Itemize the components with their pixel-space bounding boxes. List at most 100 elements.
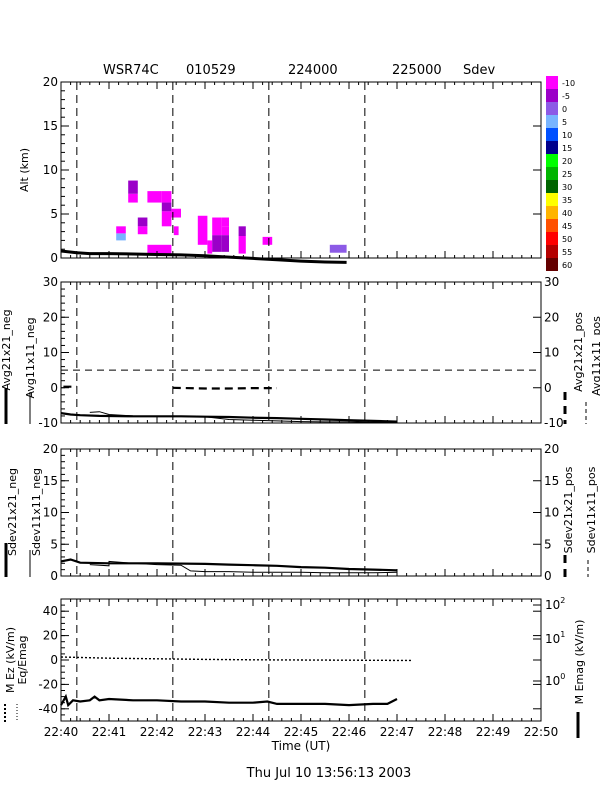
p1-ytick-label: 0: [50, 251, 58, 265]
x-tick-label: 22:41: [92, 725, 127, 739]
sdev-panel: 0 0 5 5 10 10 15 15 20 20 Sdev21x21_neg Sdev11x11…: [4, 442, 598, 583]
p1-ytick-label: 15: [43, 119, 58, 133]
p4-ytick-label: 20: [43, 629, 58, 643]
altitude-axis-label: Alt (km): [18, 148, 31, 192]
p2-ytick-label: 30: [43, 275, 58, 289]
heatmap-cell: [173, 226, 179, 236]
p1-ytick-label: 20: [43, 75, 58, 89]
legend-label: 5: [562, 118, 567, 127]
p3-ytick-label: 20: [43, 442, 58, 456]
x-tick-label: 22:49: [476, 725, 511, 739]
avg-frame: [60, 281, 542, 424]
p2-ytick-label: 20: [43, 310, 58, 324]
x-tick-label: 22:46: [332, 725, 367, 739]
heatmap-cell: [171, 208, 181, 218]
x-tick-label: 22:47: [380, 725, 415, 739]
heatmap-cell: [137, 217, 148, 227]
efield-left-label-1: M Ez (kV/m): [4, 627, 17, 693]
p4-ytick-label: 0: [50, 653, 58, 667]
p2-ytick-label-right: 20: [544, 310, 559, 324]
header-radar: WSR74C: [103, 63, 159, 78]
series-avg21x21-neg: [60, 412, 398, 423]
p2-ytick-label: 10: [43, 346, 58, 360]
x-axis-label: Time (UT): [271, 739, 331, 753]
heatmap-cell: [161, 211, 172, 227]
sdev-right-label-2: Sdev11x11_pos: [585, 466, 598, 553]
heatmap-cell: [221, 235, 229, 252]
sdev-right-label-1: Sdev21x21_pos: [562, 466, 575, 553]
p1-ytick-label: 5: [50, 207, 58, 221]
heatmap-cell: [161, 191, 172, 203]
p2-ytick-label: 0: [50, 381, 58, 395]
x-tick-label: 22:50: [524, 725, 559, 739]
efield-right-tick-label: 100: [545, 672, 565, 688]
footer-timestamp: Thu Jul 10 13:56:13 2003: [246, 766, 412, 781]
heatmap-cell: [147, 244, 172, 256]
efield-panel: -40 -20 0 20 40 102 101 100 M Ez (kV/m) Eq/Ema…: [4, 596, 586, 738]
legend-label: 55: [562, 248, 572, 257]
legend-label: 30: [562, 183, 572, 192]
header-end: 225000: [392, 63, 442, 78]
heatmap-cell: [197, 215, 208, 245]
altitude-panel: 0 5 10 15 20 Alt (km): [18, 75, 542, 265]
p2-ytick-label-right: 0: [544, 381, 552, 395]
heatmap-cell: [128, 180, 138, 194]
legend-label: 35: [562, 196, 572, 205]
p3-ytick-label-right: 10: [544, 506, 559, 520]
sdev-left-label-2: Sdev11x11_neg: [30, 468, 43, 556]
avg-panel: -10 -10 0 0 10 10 20 20 30 30 Avg21x21_neg Avg11x…: [0, 275, 600, 430]
p2-ytick-label-right: 10: [544, 346, 559, 360]
legend-swatch: [546, 128, 558, 141]
p3-ytick-label-right: 5: [544, 537, 552, 551]
series-sdev11x11-neg: [89, 560, 398, 574]
legend-swatch: [546, 154, 558, 167]
sdev-left-label-1: Sdev21x21_neg: [6, 468, 19, 556]
avg-right-label-1: Avg21x21_pos: [572, 312, 585, 392]
p3-ytick-label-right: 0: [544, 569, 552, 583]
efield-left-label-2: Eq/Emag: [16, 635, 29, 684]
series-sdev21x21-neg: [60, 558, 398, 572]
p3-ytick-label: 5: [50, 537, 58, 551]
heatmap-cell: [116, 233, 126, 241]
x-tick-label: 22:48: [428, 725, 463, 739]
avg-right-label-2: Avg11x11_pos: [590, 316, 600, 396]
heatmap-cell: [137, 226, 148, 235]
heatmap-cell: [221, 226, 229, 236]
heatmap-cell: [212, 217, 222, 236]
p1-ytick-label: 10: [43, 163, 58, 177]
heatmap-cell: [262, 236, 273, 245]
avg-left-label-1: Avg21x21_neg: [0, 309, 13, 390]
p4-ytick-label: 40: [43, 604, 58, 618]
legend-swatch: [546, 232, 558, 245]
legend-label: 25: [562, 170, 572, 179]
heatmap-cell: [212, 235, 222, 252]
sdev-frame: [60, 448, 542, 577]
series-m-ez: [60, 693, 398, 708]
x-tick-label: 22:43: [188, 725, 223, 739]
legend-swatch: [546, 102, 558, 115]
x-tick-label: 22:40: [44, 725, 79, 739]
p3-ytick-label-right: 20: [544, 442, 559, 456]
p2-ytick-label: -10: [38, 416, 58, 430]
legend-label: -5: [562, 92, 570, 101]
legend-label: 20: [562, 157, 572, 166]
efield-right-tick-label: 101: [545, 630, 565, 646]
legend-swatch: [546, 167, 558, 180]
legend-label: 0: [562, 105, 567, 114]
ground-line: [60, 249, 347, 264]
series-avg11x11-neg: [89, 411, 397, 423]
legend-label: 45: [562, 222, 572, 231]
legend-swatch: [546, 245, 558, 258]
heatmap-cell: [128, 193, 138, 203]
legend-swatch: [546, 115, 558, 128]
legend-label: -10: [562, 79, 575, 88]
header-product: Sdev: [463, 63, 496, 78]
legend-swatch: [546, 258, 558, 271]
heatmap-cell: [207, 240, 213, 254]
figure-header: WSR74C 010529 224000 225000 Sdev: [103, 63, 496, 78]
header-start: 224000: [288, 63, 338, 78]
series-avg21x21-pos: [172, 386, 277, 390]
legend-swatch: [546, 89, 558, 102]
legend-label: 40: [562, 209, 572, 218]
